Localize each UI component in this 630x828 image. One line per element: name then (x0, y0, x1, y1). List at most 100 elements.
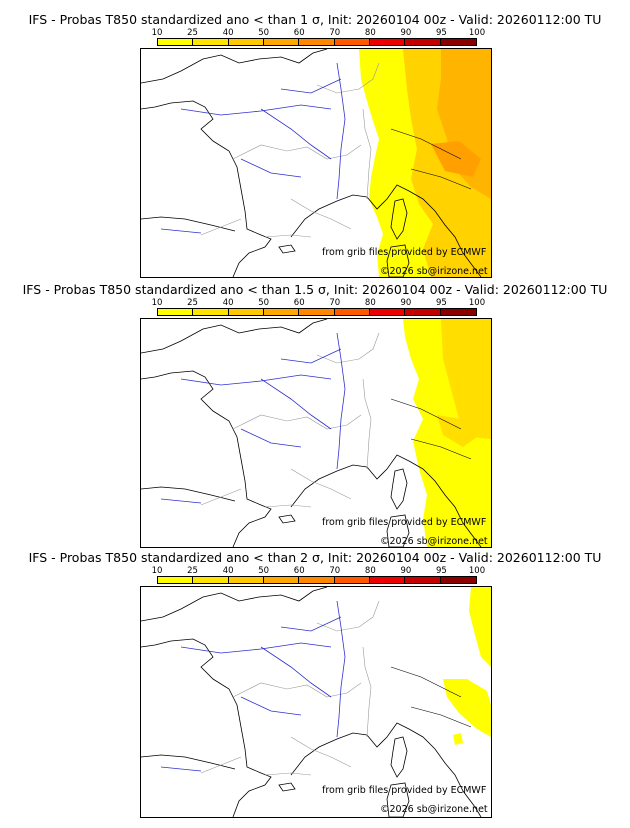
country-borders (200, 332, 380, 508)
colorbar-label: 40 (222, 28, 234, 38)
colorbar-swatch (158, 39, 194, 45)
colorbar: 10 25 40 50 60 70 80 90 95 100 (152, 298, 486, 322)
colorbar-swatch (334, 39, 370, 45)
panel-title: IFS - Probas T850 standardized ano < tha… (28, 550, 602, 565)
colorbar-labels: 10 25 40 50 60 70 80 90 95 100 (152, 28, 486, 38)
colorbar-swatch (228, 577, 264, 583)
colorbar-label: 80 (364, 566, 376, 576)
colorbar-label: 40 (222, 566, 234, 576)
prob-area-yellow-alps (443, 679, 491, 737)
colorbar-swatches (157, 308, 477, 316)
coastline (141, 49, 482, 277)
colorbar-label: 95 (436, 298, 447, 308)
colorbar-label: 10 (151, 28, 163, 38)
colorbar-swatch (405, 309, 441, 315)
copyright-credit: ©2026 sb@irizone.net (380, 804, 488, 815)
corsica (390, 736, 408, 778)
colorbar-swatch (334, 309, 370, 315)
coastline (141, 319, 482, 547)
colorbar-label: 70 (329, 566, 341, 576)
colorbar-label: 10 (151, 566, 163, 576)
prob-area-yellow-north (469, 587, 491, 667)
colorbar-label: 70 (329, 298, 341, 308)
probability-map: from grib files provided by ECMWF ©2026 … (140, 48, 492, 278)
source-credit: from grib files provided by ECMWF (322, 247, 487, 258)
sardinia (386, 782, 410, 817)
country-borders (200, 62, 380, 238)
colorbar-label: 25 (187, 298, 198, 308)
country-borders (200, 600, 380, 776)
probability-map: from grib files provided by ECMWF ©2026 … (140, 586, 492, 818)
prob-area-gold (441, 319, 491, 439)
corsica (390, 198, 408, 240)
colorbar-swatch (263, 309, 300, 315)
colorbar-label: 80 (364, 298, 376, 308)
alps-contour (390, 666, 472, 728)
rivers (160, 332, 346, 504)
colorbar-labels: 10 25 40 50 60 70 80 90 95 100 (152, 566, 486, 576)
colorbar-label: 50 (258, 298, 270, 308)
colorbar-label: 80 (364, 28, 376, 38)
colorbar-swatch (405, 577, 441, 583)
colorbar-swatch (263, 577, 300, 583)
map-panel-1: IFS - Probas T850 standardized ano < tha… (0, 12, 630, 282)
colorbar-label: 25 (187, 28, 198, 38)
colorbar-swatch (158, 577, 194, 583)
colorbar-label: 90 (400, 28, 412, 38)
balearics (278, 782, 296, 792)
colorbar-swatch (299, 39, 335, 45)
colorbar-swatch (228, 39, 264, 45)
source-credit: from grib files provided by ECMWF (322, 517, 487, 528)
colorbar-label: 60 (293, 298, 305, 308)
copyright-credit: ©2026 sb@irizone.net (380, 536, 488, 547)
colorbar: 10 25 40 50 60 70 80 90 95 100 (152, 566, 486, 590)
probability-map: from grib files provided by ECMWF ©2026 … (140, 318, 492, 548)
prob-area-gold-alps (437, 415, 477, 447)
colorbar-label: 95 (436, 28, 447, 38)
colorbar-swatch (440, 39, 476, 45)
colorbar-label: 95 (436, 566, 447, 576)
colorbar-swatches (157, 38, 477, 46)
corsica (390, 468, 408, 510)
coastline (141, 587, 482, 817)
alps-contour (390, 128, 472, 190)
colorbar-label: 50 (258, 28, 270, 38)
colorbar-swatch (440, 309, 476, 315)
colorbar-label: 60 (293, 28, 305, 38)
colorbar-swatch (369, 39, 406, 45)
copyright-credit: ©2026 sb@irizone.net (380, 266, 488, 277)
colorbar-label: 90 (400, 566, 412, 576)
colorbar-label: 50 (258, 566, 270, 576)
alps-contour (390, 398, 472, 460)
colorbar-swatch (369, 309, 406, 315)
colorbar-swatch (369, 577, 406, 583)
sardinia (386, 514, 410, 547)
colorbar-label: 25 (187, 566, 198, 576)
colorbar-swatch (193, 309, 229, 315)
colorbar-swatch (263, 39, 300, 45)
colorbar-label: 10 (151, 298, 163, 308)
colorbar-swatch (228, 309, 264, 315)
colorbar-swatches (157, 576, 477, 584)
panel-title: IFS - Probas T850 standardized ano < tha… (28, 12, 602, 27)
colorbar-label: 90 (400, 298, 412, 308)
colorbar-swatch (334, 577, 370, 583)
rivers (160, 600, 346, 772)
colorbar-label: 60 (293, 566, 305, 576)
map-panel-3: IFS - Probas T850 standardized ano < tha… (0, 550, 630, 820)
colorbar-label: 100 (468, 566, 486, 576)
colorbar-swatch (158, 309, 194, 315)
colorbar-labels: 10 25 40 50 60 70 80 90 95 100 (152, 298, 486, 308)
colorbar-label: 40 (222, 298, 234, 308)
colorbar: 10 25 40 50 60 70 80 90 95 100 (152, 28, 486, 52)
colorbar-swatch (299, 577, 335, 583)
colorbar-swatch (405, 39, 441, 45)
balearics (278, 514, 296, 524)
panel-title: IFS - Probas T850 standardized ano < tha… (22, 282, 608, 297)
colorbar-label: 100 (468, 298, 486, 308)
colorbar-label: 100 (468, 28, 486, 38)
rivers (160, 62, 346, 234)
colorbar-swatch (440, 577, 476, 583)
balearics (278, 244, 296, 254)
map-panel-2: IFS - Probas T850 standardized ano < tha… (0, 282, 630, 552)
